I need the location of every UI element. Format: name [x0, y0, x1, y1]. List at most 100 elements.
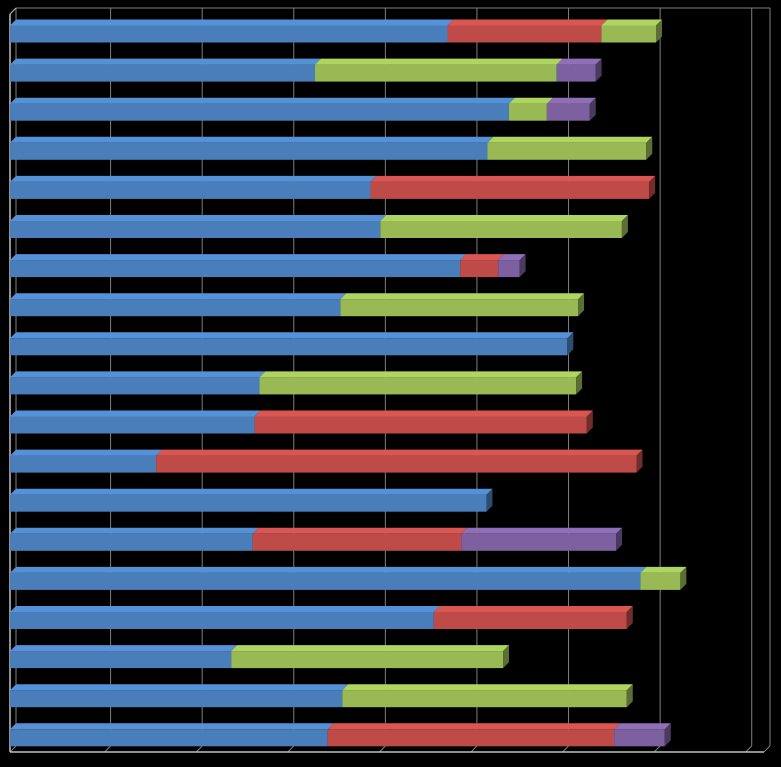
bar-segment-top: [10, 645, 238, 652]
bar-segment-top: [433, 606, 633, 612]
bar-segment: [10, 729, 328, 747]
bar-segment: [10, 377, 260, 395]
bar-segment-top: [10, 410, 261, 417]
bar-row: [10, 371, 583, 395]
bar-segment-top: [231, 645, 510, 652]
bar-segment: [10, 260, 461, 278]
bar-segment: [640, 572, 681, 590]
bar-segment-top: [614, 723, 671, 730]
bar-segment: [433, 612, 627, 629]
bar-segment: [10, 64, 315, 82]
bar-row: [10, 293, 585, 317]
bar-row: [10, 215, 628, 238]
bar-end-face: [567, 332, 574, 356]
bar-segment-top: [314, 58, 563, 65]
bar-row: [10, 488, 493, 512]
bar-row: [10, 606, 633, 629]
bar-end-face: [664, 723, 671, 747]
bar-segment-top: [10, 293, 347, 300]
bar-end-face: [578, 293, 585, 317]
bar-segment: [487, 142, 647, 160]
bar-segment-top: [10, 566, 647, 573]
bar-segment-top: [10, 254, 467, 261]
bar-segment: [10, 103, 509, 121]
bar-segment: [508, 103, 547, 121]
bar-row: [10, 332, 574, 356]
gridline-floor: [287, 745, 295, 753]
bar-segment-top: [254, 410, 593, 417]
gridline-floor: [653, 745, 661, 753]
bar-segment-top: [10, 175, 377, 182]
bar-row: [10, 410, 593, 434]
bar-end-face: [589, 97, 596, 121]
bar-row: [10, 684, 633, 708]
bar-segment-top: [10, 97, 515, 104]
bar-row: [10, 97, 596, 121]
bar-segment: [447, 25, 602, 43]
plot-corner-edge: [763, 745, 771, 753]
bar-segment-top: [10, 488, 493, 495]
bar-end-face: [519, 254, 526, 278]
bar-segment-top: [508, 97, 553, 104]
bar-row: [10, 19, 662, 43]
bar-segment-top: [380, 215, 628, 221]
bar-end-face: [646, 136, 653, 160]
bar-end-face: [503, 645, 510, 669]
gridline-floor: [745, 745, 753, 753]
bar-row: [10, 645, 510, 669]
bar-segment: [10, 455, 157, 473]
bar-segment-top: [327, 723, 621, 730]
bar-segment: [340, 299, 579, 317]
bar-segment: [342, 690, 627, 708]
bar-row: [10, 136, 653, 160]
bar-segment: [10, 494, 487, 512]
bar-segment-top: [10, 58, 321, 65]
bar-segment-top: [156, 449, 643, 456]
bar-end-face: [486, 488, 493, 512]
bar-segment: [10, 651, 232, 669]
gridline-floor: [195, 745, 203, 753]
bar-segment: [10, 299, 341, 317]
bar-segment-top: [259, 371, 583, 378]
bar-end-face: [636, 449, 643, 473]
gridline-floor: [379, 745, 386, 753]
bar-segment: [254, 416, 587, 434]
bar-segment-top: [10, 527, 259, 534]
bar-segment-top: [10, 723, 334, 730]
bar-segment: [10, 416, 255, 434]
bar-row: [10, 254, 526, 278]
bar-end-face: [626, 684, 633, 708]
bar-segment: [10, 533, 253, 551]
bar-row: [10, 449, 643, 473]
bar-segment: [252, 533, 462, 551]
bar-segment-top: [487, 136, 653, 143]
bar-segment-top: [546, 97, 596, 104]
gridline-floor: [562, 745, 569, 753]
bar-segment-top: [370, 175, 656, 182]
bar-segment: [498, 260, 520, 278]
bar-segment: [10, 181, 371, 199]
bar-segment: [370, 181, 650, 199]
bar-segment-top: [342, 684, 633, 691]
bar-segment: [546, 103, 590, 121]
bar-segment-top: [601, 19, 662, 26]
bar-segment: [614, 729, 665, 747]
bar-segment: [380, 221, 622, 238]
bar-row: [10, 723, 671, 747]
bar-segment-top: [10, 19, 454, 26]
bar-segment-top: [640, 566, 687, 573]
bar-segment: [156, 455, 637, 473]
bar-segment-top: [10, 449, 163, 456]
bar-end-face: [595, 58, 602, 82]
bar-segment: [10, 572, 641, 590]
bar-segment: [460, 260, 499, 278]
bar-segment: [314, 64, 557, 82]
bar-segment: [10, 221, 381, 238]
bar-segment-top: [556, 58, 602, 65]
bar-segment-top: [10, 606, 440, 612]
bar-end-face: [616, 527, 623, 551]
bar-row: [10, 175, 656, 199]
bar-segment: [10, 142, 488, 160]
bar-segment-top: [340, 293, 585, 300]
